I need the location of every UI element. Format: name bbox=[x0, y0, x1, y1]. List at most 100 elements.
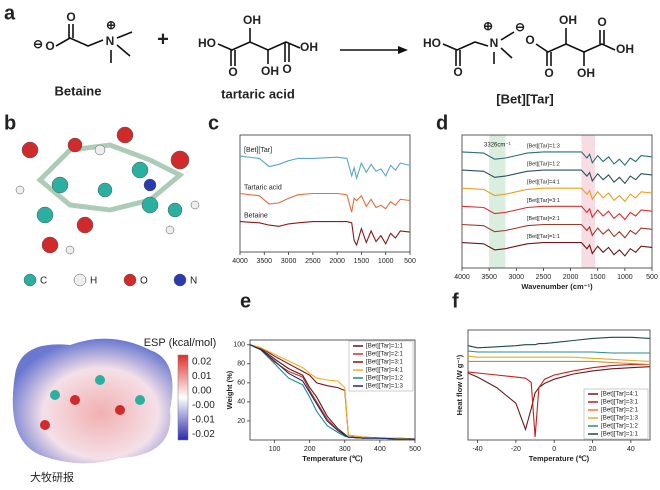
y-tick-label: 100 bbox=[233, 342, 245, 349]
panel-label: a bbox=[4, 2, 16, 24]
x-tick-label: 2500 bbox=[305, 258, 321, 265]
legend-label: [Bet][Tar]=3:1 bbox=[601, 399, 639, 406]
x-tick-label: 3500 bbox=[481, 274, 497, 281]
atom-label: OH bbox=[577, 66, 595, 80]
x-tick-label: 2000 bbox=[329, 258, 345, 265]
series-line bbox=[467, 336, 651, 349]
y-tick-label: 60 bbox=[237, 380, 245, 387]
atom-label: HO bbox=[423, 36, 441, 50]
series-line bbox=[461, 151, 653, 167]
x-tick-label: 3000 bbox=[508, 274, 524, 281]
x-tick-label: 1000 bbox=[617, 274, 633, 281]
x-tick-label: 1500 bbox=[590, 274, 606, 281]
series-label: [Bet][Tar]=4:1 bbox=[527, 180, 560, 186]
esp-tick-label: -0.01 bbox=[192, 415, 215, 426]
atom-legend-swatch bbox=[73, 273, 87, 287]
atom-label: OH bbox=[559, 13, 577, 27]
panel-label: e bbox=[240, 290, 251, 312]
series-line bbox=[239, 155, 411, 181]
x-tick-label: 1500 bbox=[354, 258, 370, 265]
legend-label: [Bet][Tar]=1:3 bbox=[601, 415, 639, 422]
series-label: [Bet][Tar]=3:1 bbox=[527, 198, 560, 204]
esp-tick-label: 0.01 bbox=[192, 371, 212, 382]
x-tick-label: 500 bbox=[409, 446, 421, 453]
plot-frame bbox=[461, 134, 653, 269]
series-line bbox=[468, 360, 651, 366]
x-axis-label: Temperature (℃) bbox=[529, 454, 590, 463]
x-tick-label: 3500 bbox=[256, 258, 272, 265]
atom-legend-label: O bbox=[140, 276, 148, 287]
x-tick-label: 4000 bbox=[454, 274, 470, 281]
x-tick-label: 0 bbox=[552, 446, 556, 453]
molecule-render bbox=[15, 126, 200, 255]
x-tick-label: -40 bbox=[473, 446, 483, 453]
atom-label: ⊕ bbox=[483, 19, 493, 33]
highlight-band bbox=[489, 135, 506, 268]
atom-label: ⊖ bbox=[33, 37, 43, 51]
atom-label: O bbox=[453, 65, 462, 79]
legend-label: [Bet][Tar]=2:1 bbox=[601, 407, 639, 414]
molecule-name: tartaric acid bbox=[221, 86, 295, 101]
x-tick-label: 40 bbox=[627, 446, 635, 453]
esp-tick-label: -0.02 bbox=[192, 429, 215, 440]
series-line bbox=[467, 355, 651, 362]
series-label: [Bet][Tar]=1:1 bbox=[527, 234, 560, 240]
legend-label: [Bet][Tar]=1:2 bbox=[366, 375, 404, 382]
series-line bbox=[461, 169, 653, 185]
series-line bbox=[461, 187, 653, 203]
series-label: Betaine bbox=[244, 212, 268, 219]
atom-label: ⊕ bbox=[106, 18, 116, 32]
atom-label: O bbox=[228, 65, 237, 79]
series-label: [Bet][Tar]=1:3 bbox=[527, 143, 560, 149]
legend-label: [Bet][Tar]=2:1 bbox=[366, 351, 404, 358]
esp-map bbox=[12, 338, 189, 464]
y-axis-label: Weight (%) bbox=[225, 370, 234, 409]
x-tick-label: 20 bbox=[589, 446, 597, 453]
legend-label: [Bet][Tar]=4:1 bbox=[366, 367, 404, 374]
x-tick-label: 2500 bbox=[536, 274, 552, 281]
plot-frame bbox=[249, 339, 416, 441]
x-tick-label: 4000 bbox=[232, 258, 248, 265]
esp-tick-label: -0.00 bbox=[192, 400, 215, 411]
series-line bbox=[239, 192, 411, 213]
legend-label: [Bet][Tar]=1:2 bbox=[601, 423, 639, 430]
series-line bbox=[461, 242, 653, 257]
x-tick-label: 100 bbox=[269, 446, 281, 453]
x-tick-label: 3000 bbox=[281, 258, 297, 265]
legend-label: [Bet][Tar]=1:3 bbox=[366, 383, 404, 390]
atom-label: N bbox=[490, 36, 499, 50]
esp-tick-label: 0.00 bbox=[192, 386, 212, 397]
esp-tick-label: 0.02 bbox=[192, 357, 212, 368]
series-label: [Bet][Tar]=1:2 bbox=[527, 162, 560, 168]
legend-label: [Bet][Tar]=1:1 bbox=[601, 431, 639, 438]
legend-label: [Bet][Tar]=1:1 bbox=[366, 343, 404, 350]
x-tick-label: 2000 bbox=[563, 274, 579, 281]
y-tick-label: 20 bbox=[237, 418, 245, 425]
y-tick-label: 80 bbox=[237, 361, 245, 368]
series-label: Tartaric acid bbox=[244, 184, 282, 191]
atom-label: OH bbox=[261, 64, 279, 78]
legend-label: [Bet][Tar]=4:1 bbox=[601, 391, 639, 398]
x-tick-label: -20 bbox=[511, 446, 521, 453]
molecule-name: [Bet][Tar] bbox=[496, 91, 554, 106]
molecule-name: Betaine bbox=[55, 83, 102, 98]
atom-legend-label: C bbox=[40, 276, 47, 287]
atom-label: O bbox=[45, 39, 54, 53]
series-label: [Bet][Tar] bbox=[244, 147, 272, 154]
atom-label: N bbox=[106, 34, 115, 48]
atom-label: O bbox=[525, 33, 534, 47]
legend-frame bbox=[348, 340, 414, 392]
x-tick-label: 500 bbox=[646, 274, 658, 281]
atom-label: O bbox=[544, 66, 553, 80]
x-tick-label: 200 bbox=[304, 446, 316, 453]
esp-title: ESP (kcal/mol) bbox=[144, 337, 217, 349]
atom-label: OH bbox=[300, 40, 318, 54]
atom-label: O bbox=[597, 15, 606, 29]
annotation: 3326cm⁻¹ bbox=[484, 143, 511, 149]
panel-label: d bbox=[436, 112, 448, 134]
panel-label: b bbox=[4, 112, 16, 134]
atom-label: O bbox=[66, 10, 75, 24]
atom-label: ⊖ bbox=[515, 20, 525, 34]
x-tick-label: 300 bbox=[339, 446, 351, 453]
